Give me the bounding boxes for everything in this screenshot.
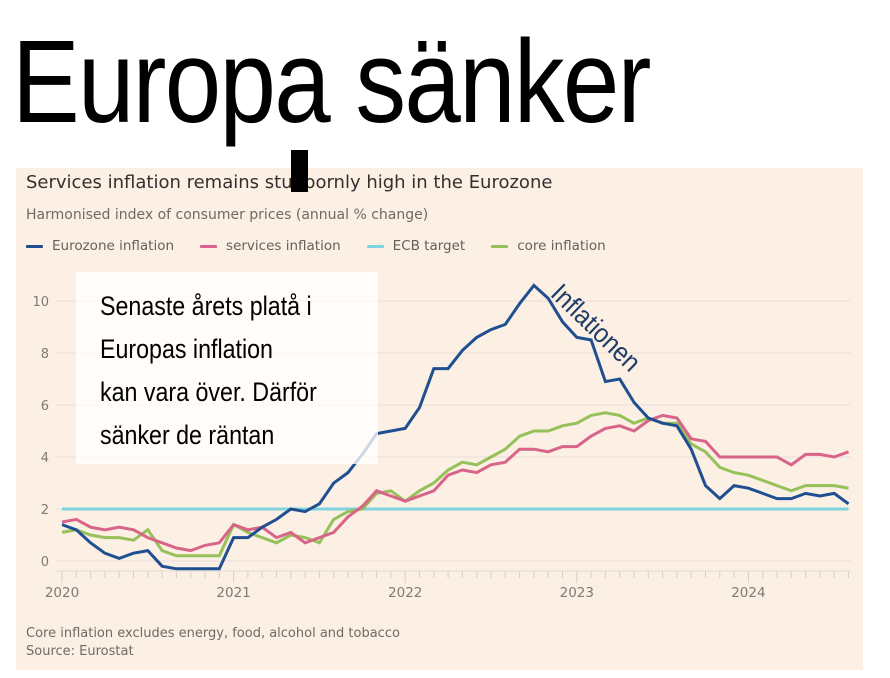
footnote-note: Core inflation excludes energy, food, al… — [26, 626, 400, 641]
series-line-services — [61, 413, 850, 553]
x-tick-label: 2020 — [45, 585, 79, 601]
overlay-line-4: sänker de räntan — [100, 420, 275, 450]
legend-label-ecb-target: ECB target — [392, 238, 466, 254]
overlay-line-3: kan vara över. Därför — [100, 377, 317, 407]
legend-item-services: services inflation — [200, 238, 341, 254]
overlay-text-box — [76, 272, 378, 464]
legend: Eurozone inflation services inflation EC… — [26, 238, 632, 254]
overlay-line-1: Senaste årets platå i — [100, 291, 312, 321]
footnote: Core inflation excludes energy, food, al… — [26, 625, 400, 661]
legend-item-core: core inflation — [491, 238, 606, 254]
y-tick-label: 2 — [41, 503, 49, 518]
legend-item-ecb-target: ECB target — [366, 238, 466, 254]
footnote-source: Source: Eurostat — [26, 644, 134, 659]
legend-swatch-eurozone — [26, 244, 43, 248]
y-tick-label: 8 — [41, 347, 49, 362]
y-tick-label: 6 — [41, 399, 49, 414]
chart-subtitle: Harmonised index of consumer prices (ann… — [26, 207, 429, 223]
series-line-core — [61, 411, 849, 558]
overlay-line-2: Europas inflation — [100, 334, 273, 364]
y-tick-label: 4 — [41, 451, 49, 466]
x-tick-label: 2022 — [388, 585, 422, 601]
y-tick-label: 10 — [32, 295, 49, 310]
headline: Europa sänker — [12, 16, 651, 148]
legend-swatch-core — [491, 244, 509, 248]
x-tick-label: 2024 — [731, 585, 765, 601]
x-tick-label: 2021 — [216, 585, 250, 601]
legend-label-core: core inflation — [517, 238, 606, 254]
y-tick-label: 0 — [41, 555, 49, 570]
legend-swatch-ecb-target — [366, 244, 384, 248]
series-line-eurozone — [61, 283, 850, 571]
legend-label-eurozone: Eurozone inflation — [52, 238, 175, 254]
chart-title: Services inflation remains stubbornly hi… — [26, 172, 553, 193]
legend-item-eurozone: Eurozone inflation — [26, 238, 174, 254]
x-tick-label: 2023 — [560, 585, 594, 601]
legend-label-services: services inflation — [226, 238, 341, 254]
headline-descender-bar — [291, 150, 308, 192]
overlay-text: Senaste årets platå i Europas inflation … — [100, 285, 317, 457]
legend-swatch-services — [200, 244, 218, 248]
